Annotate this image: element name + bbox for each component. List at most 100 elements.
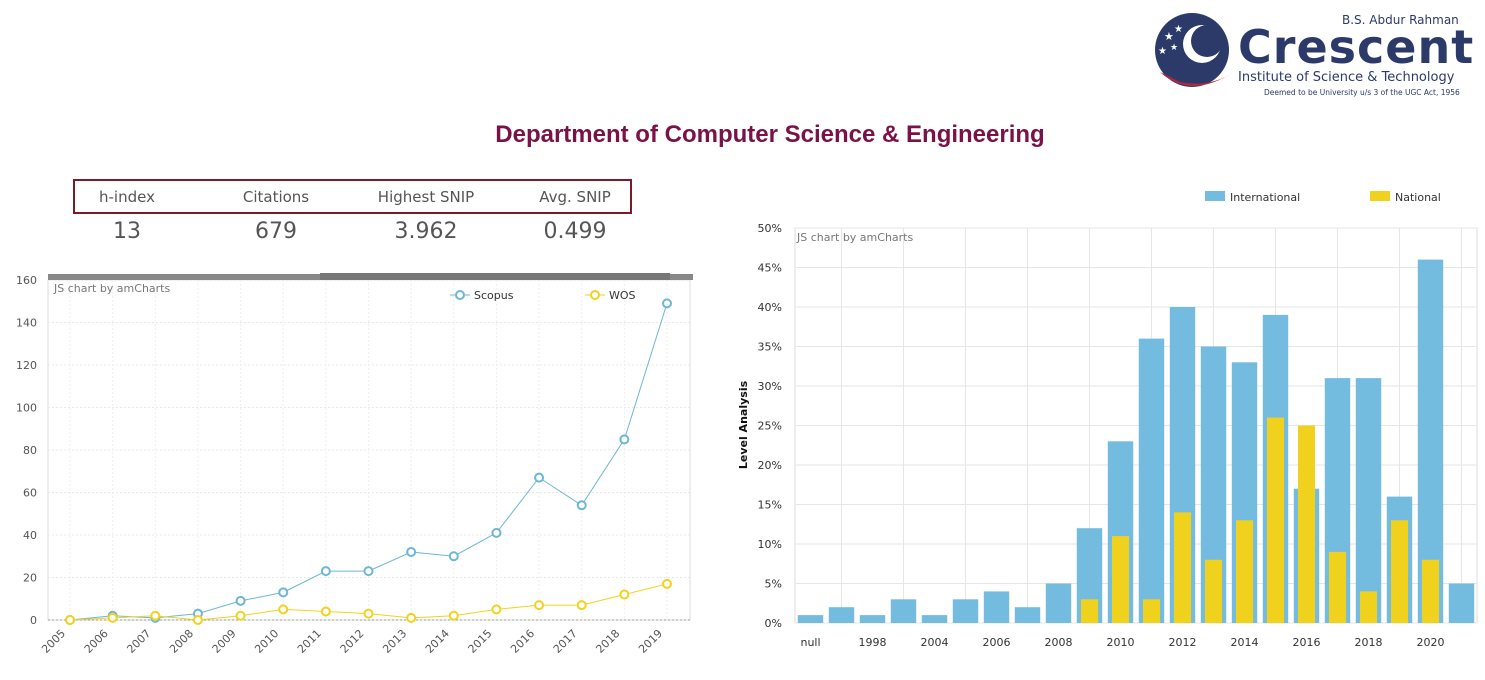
legend-label: International — [1230, 191, 1300, 204]
y-tick-label: 5% — [765, 578, 782, 591]
x-tick-label: 2010 — [1107, 636, 1135, 649]
data-point[interactable] — [235, 610, 246, 621]
data-point[interactable] — [448, 610, 459, 621]
bar-national[interactable] — [1297, 425, 1316, 624]
x-tick-label: 2015 — [466, 627, 495, 656]
bar-international[interactable] — [1355, 378, 1382, 623]
legend-item[interactable]: Scopus — [450, 289, 514, 302]
logo-brand: Crescent — [1238, 20, 1475, 74]
bar-international[interactable] — [983, 591, 1010, 623]
data-point[interactable] — [320, 606, 331, 617]
bar-international[interactable] — [1045, 583, 1072, 624]
legend-marker — [590, 290, 600, 300]
data-point[interactable] — [576, 600, 587, 611]
svg-text:★: ★ — [1170, 43, 1178, 53]
bar-international[interactable] — [1014, 607, 1041, 623]
y-tick-label: 35% — [758, 341, 782, 354]
y-tick-label: 15% — [758, 499, 782, 512]
x-tick-label: 2013 — [380, 627, 409, 656]
data-point[interactable] — [150, 610, 161, 621]
data-point[interactable] — [192, 615, 203, 625]
bar-national[interactable] — [1142, 599, 1161, 623]
metric-label: h-index — [99, 188, 155, 206]
data-point[interactable] — [278, 587, 289, 598]
x-tick-label: 2012 — [338, 627, 367, 656]
metric-value: 13 — [113, 219, 141, 244]
line-chart: JS chart by amCharts 0 20 40 60 80 100 120 140 1… — [16, 273, 693, 656]
bar-international[interactable] — [797, 615, 824, 623]
y-tick-label: 160 — [16, 274, 37, 287]
metrics-header-box — [73, 179, 632, 214]
bar-international[interactable] — [1448, 583, 1475, 624]
data-point[interactable] — [320, 566, 331, 577]
data-point[interactable] — [534, 472, 545, 483]
svg-text:★: ★ — [1174, 24, 1183, 35]
data-point[interactable] — [491, 604, 502, 615]
bar-national[interactable] — [1080, 599, 1099, 623]
svg-text:★: ★ — [1158, 46, 1167, 57]
metric-value: 0.499 — [543, 219, 607, 244]
data-point[interactable] — [235, 595, 246, 606]
bar-international[interactable] — [921, 615, 948, 623]
x-tick-label: 2016 — [508, 627, 537, 656]
data-point[interactable] — [406, 547, 417, 557]
bar-international[interactable] — [828, 607, 855, 623]
legend-item[interactable]: WOS — [585, 289, 636, 302]
logo-deemed: Deemed to be University u/s 3 of the UGC… — [1264, 88, 1460, 97]
bar-national[interactable] — [1359, 591, 1378, 623]
data-point[interactable] — [491, 527, 502, 538]
bar-international[interactable] — [859, 615, 886, 623]
scrollbar-thumb[interactable] — [320, 273, 670, 280]
data-point[interactable] — [619, 434, 630, 445]
bar-national[interactable] — [1266, 417, 1285, 623]
legend-item[interactable]: International — [1205, 191, 1300, 204]
bar-national[interactable] — [1204, 559, 1223, 623]
bar-national[interactable] — [1173, 512, 1192, 623]
bar-national[interactable] — [1111, 536, 1130, 623]
x-tick-label: 2018 — [1355, 636, 1383, 649]
bar-international[interactable] — [952, 599, 979, 623]
y-tick-label: 10% — [758, 538, 782, 551]
data-point[interactable] — [406, 612, 417, 623]
data-point[interactable] — [534, 600, 545, 611]
y-tick-label: 100 — [16, 402, 37, 415]
x-tick-label: 2014 — [423, 627, 452, 656]
bar-national[interactable] — [1421, 559, 1440, 623]
data-point[interactable] — [363, 566, 374, 577]
legend-label: WOS — [609, 289, 636, 302]
bar-national[interactable] — [1328, 551, 1347, 623]
y-axis-label: Level Analysis — [737, 380, 750, 469]
legend-item[interactable]: National — [1370, 191, 1441, 204]
x-tick-label: 2006 — [983, 636, 1011, 649]
y-tick-label: 20 — [23, 572, 37, 585]
logo-subtitle: Institute of Science & Technology — [1238, 70, 1455, 85]
bar-national[interactable] — [1390, 520, 1409, 623]
data-point[interactable] — [662, 298, 672, 309]
y-tick-label: 50% — [758, 222, 782, 235]
data-point[interactable] — [65, 615, 75, 625]
metric-value: 679 — [255, 219, 297, 244]
x-tick-label: 2018 — [593, 627, 622, 656]
svg-text:★: ★ — [1164, 30, 1174, 43]
chart-credit[interactable]: JS chart by amCharts — [796, 231, 913, 244]
y-tick-label: 40 — [23, 529, 37, 542]
data-point[interactable] — [662, 578, 672, 589]
data-point[interactable] — [576, 500, 587, 511]
x-tick-label: 2008 — [1045, 636, 1073, 649]
bar-legend: International National — [1205, 191, 1441, 204]
logo-top-text: B.S. Abdur Rahman — [1342, 13, 1459, 27]
x-tick-label: 2006 — [82, 627, 111, 656]
bar-national[interactable] — [1235, 520, 1254, 623]
bar-international[interactable] — [1138, 338, 1165, 623]
data-point[interactable] — [363, 608, 374, 619]
chart-credit[interactable]: JS chart by amCharts — [53, 282, 170, 295]
data-point[interactable] — [107, 612, 118, 623]
x-tick-label: 2016 — [1293, 636, 1321, 649]
data-point[interactable] — [278, 604, 289, 615]
x-tick-label: 1998 — [859, 636, 887, 649]
y-tick-label: 20% — [758, 459, 782, 472]
x-tick-label: 2017 — [551, 627, 580, 656]
bar-international[interactable] — [890, 599, 917, 623]
data-point[interactable] — [448, 551, 459, 562]
data-point[interactable] — [619, 589, 630, 600]
